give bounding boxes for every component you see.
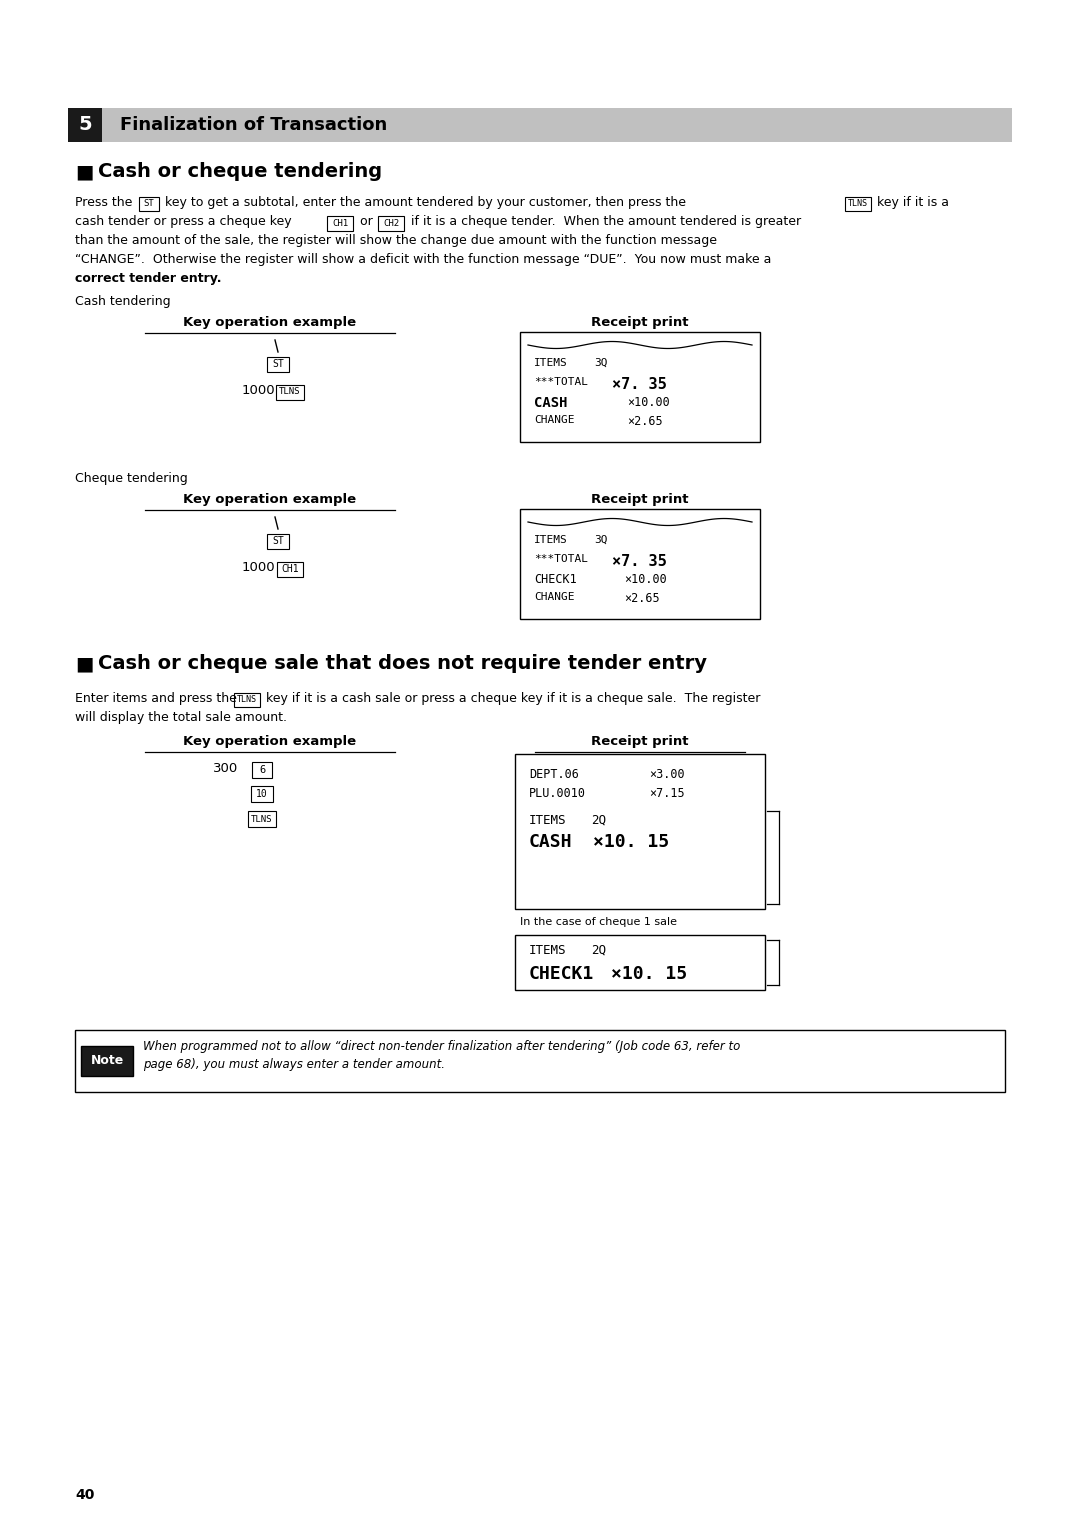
Text: page 68), you must always enter a tender amount.: page 68), you must always enter a tender…: [143, 1057, 445, 1071]
Text: or: or: [356, 215, 377, 228]
Bar: [234, 694, 260, 707]
Text: TLNS: TLNS: [848, 200, 868, 208]
Bar: [276, 385, 303, 399]
Text: 40: 40: [75, 1488, 94, 1502]
Bar: [267, 356, 289, 371]
Text: Enter items and press the: Enter items and press the: [75, 692, 241, 704]
Text: PLU.0010: PLU.0010: [529, 787, 586, 801]
Text: ×2.65: ×2.65: [627, 416, 663, 428]
Text: ITEMS: ITEMS: [534, 358, 568, 368]
Text: ITEMS: ITEMS: [529, 944, 567, 957]
Text: ST: ST: [272, 359, 284, 368]
Text: DEPT.06: DEPT.06: [529, 769, 579, 781]
Text: TLNS: TLNS: [280, 388, 300, 396]
Text: 3Q: 3Q: [594, 535, 607, 545]
Text: 1000: 1000: [242, 384, 275, 397]
Text: In the case of cheque 1 sale: In the case of cheque 1 sale: [519, 917, 677, 927]
Text: 2Q: 2Q: [591, 814, 606, 827]
Text: key to get a subtotal, enter the amount tendered by your customer, then press th: key to get a subtotal, enter the amount …: [161, 196, 690, 209]
Text: 10: 10: [256, 788, 268, 799]
Text: cash tender or press a cheque key: cash tender or press a cheque key: [75, 215, 296, 228]
Text: ST: ST: [144, 200, 154, 208]
Text: ITEMS: ITEMS: [529, 814, 567, 827]
Bar: [251, 785, 273, 802]
Text: Finalization of Transaction: Finalization of Transaction: [120, 116, 388, 134]
Text: ■: ■: [75, 162, 93, 180]
Text: will display the total sale amount.: will display the total sale amount.: [75, 711, 287, 724]
Text: ×7.15: ×7.15: [649, 787, 685, 801]
Bar: [75, 1030, 1005, 1093]
Text: TLNS: TLNS: [237, 695, 257, 704]
Text: 2Q: 2Q: [591, 944, 606, 957]
Text: CH1: CH1: [281, 564, 299, 575]
Bar: [267, 533, 289, 549]
Text: Key operation example: Key operation example: [184, 316, 356, 329]
Bar: [248, 811, 276, 827]
Bar: [515, 753, 765, 909]
Text: ×10. 15: ×10. 15: [611, 966, 687, 983]
Text: Cash tendering: Cash tendering: [75, 295, 171, 309]
Bar: [68, 108, 1012, 142]
Text: 6: 6: [259, 766, 265, 775]
Text: CH1: CH1: [332, 219, 348, 228]
Text: Receipt print: Receipt print: [591, 316, 689, 329]
Text: ■: ■: [75, 654, 93, 672]
Text: 5: 5: [78, 116, 92, 134]
Text: 1000: 1000: [242, 561, 275, 575]
Text: Receipt print: Receipt print: [591, 494, 689, 506]
Text: ×3.00: ×3.00: [649, 769, 685, 781]
Text: correct tender entry.: correct tender entry.: [75, 272, 221, 286]
Text: CHECK1: CHECK1: [529, 966, 594, 983]
Text: ST: ST: [272, 536, 284, 545]
Text: than the amount of the sale, the register will show the change due amount with t: than the amount of the sale, the registe…: [75, 234, 717, 248]
Bar: [845, 197, 870, 211]
Text: CASH: CASH: [529, 833, 572, 851]
Text: TLNS: TLNS: [252, 814, 273, 824]
Text: ×10.00: ×10.00: [627, 396, 670, 410]
Text: Press the: Press the: [75, 196, 136, 209]
Text: Receipt print: Receipt print: [591, 735, 689, 749]
Bar: [81, 1047, 133, 1076]
Text: 300: 300: [213, 762, 238, 775]
Text: if it is a cheque tender.  When the amount tendered is greater: if it is a cheque tender. When the amoun…: [407, 215, 801, 228]
Text: ×7. 35: ×7. 35: [612, 377, 666, 393]
Text: ***TOTAL: ***TOTAL: [534, 377, 588, 387]
Text: ×10.00: ×10.00: [624, 573, 666, 587]
Text: ×10. 15: ×10. 15: [593, 833, 670, 851]
Text: Cheque tendering: Cheque tendering: [75, 472, 188, 484]
Text: Cash or cheque sale that does not require tender entry: Cash or cheque sale that does not requir…: [98, 654, 707, 672]
Bar: [378, 215, 404, 231]
Text: Key operation example: Key operation example: [184, 735, 356, 749]
Bar: [252, 762, 272, 778]
Text: “CHANGE”.  Otherwise the register will show a deficit with the function message : “CHANGE”. Otherwise the register will sh…: [75, 254, 771, 266]
Text: ×7. 35: ×7. 35: [612, 555, 666, 568]
Text: CASH: CASH: [534, 396, 567, 410]
Bar: [519, 332, 760, 442]
Bar: [276, 561, 303, 576]
Text: When programmed not to allow “direct non-tender finalization after tendering” (J: When programmed not to allow “direct non…: [143, 1041, 741, 1053]
Text: ***TOTAL: ***TOTAL: [534, 555, 588, 564]
Text: CHANGE: CHANGE: [534, 591, 575, 602]
Text: 3Q: 3Q: [594, 358, 607, 368]
Text: key if it is a: key if it is a: [873, 196, 949, 209]
Text: CHECK1: CHECK1: [534, 573, 577, 587]
Text: Note: Note: [91, 1054, 123, 1068]
Bar: [139, 197, 159, 211]
Bar: [68, 108, 102, 142]
Text: ×2.65: ×2.65: [624, 591, 660, 605]
Bar: [327, 215, 353, 231]
Text: CH2: CH2: [383, 219, 400, 228]
Text: key if it is a cash sale or press a cheque key if it is a cheque sale.  The regi: key if it is a cash sale or press a cheq…: [262, 692, 760, 704]
Text: CHANGE: CHANGE: [534, 416, 575, 425]
Text: ITEMS: ITEMS: [534, 535, 568, 545]
Bar: [515, 935, 765, 990]
Text: Key operation example: Key operation example: [184, 494, 356, 506]
Text: Cash or cheque tendering: Cash or cheque tendering: [98, 162, 382, 180]
Bar: [519, 509, 760, 619]
